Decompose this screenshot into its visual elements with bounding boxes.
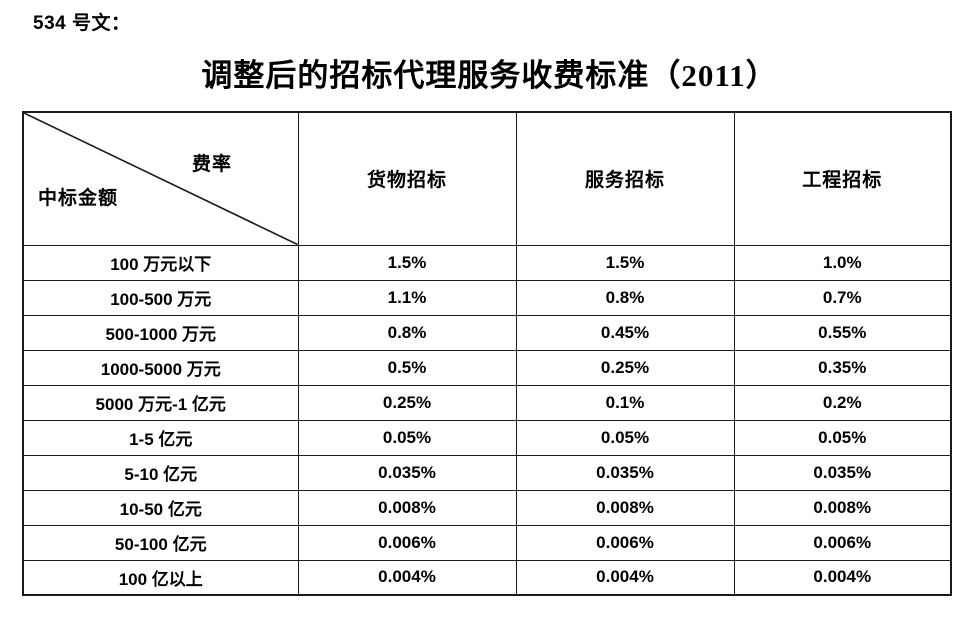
rate-cell: 0.035%	[733, 454, 952, 491]
table-row: 500-1000 万元 0.8% 0.45% 0.55%	[22, 314, 952, 351]
rate-cell: 0.35%	[733, 349, 952, 386]
amount-cell: 500-1000 万元	[22, 314, 299, 351]
rate-cell: 0.05%	[297, 419, 517, 456]
rate-cell: 0.1%	[515, 384, 735, 421]
column-header-goods-bidding: 货物招标	[297, 111, 517, 246]
rate-cell: 1.5%	[515, 244, 735, 281]
corner-label-rate: 费率	[192, 154, 233, 175]
amount-cell: 1000-5000 万元	[22, 349, 299, 386]
rate-cell: 1.1%	[297, 279, 517, 316]
diagonal-divider-line	[24, 113, 298, 245]
table-row: 50-100 亿元 0.006% 0.006% 0.006%	[22, 524, 952, 561]
table-row: 100-500 万元 1.1% 0.8% 0.7%	[22, 279, 952, 316]
rate-cell: 0.006%	[733, 524, 952, 561]
amount-cell: 10-50 亿元	[22, 489, 299, 526]
rate-cell: 0.05%	[733, 419, 952, 456]
rate-cell: 0.035%	[515, 454, 735, 491]
rate-cell: 0.008%	[297, 489, 517, 526]
rate-cell: 0.8%	[515, 279, 735, 316]
rate-cell: 0.035%	[297, 454, 517, 491]
amount-cell: 100 万元以下	[22, 244, 299, 281]
rate-cell: 1.0%	[733, 244, 952, 281]
rate-cell: 0.7%	[733, 279, 952, 316]
rate-cell: 0.25%	[515, 349, 735, 386]
amount-cell: 50-100 亿元	[22, 524, 299, 561]
rate-cell: 0.004%	[733, 559, 952, 596]
table-row: 10-50 亿元 0.008% 0.008% 0.008%	[22, 489, 952, 526]
amount-cell: 100-500 万元	[22, 279, 299, 316]
column-header-engineering-bidding: 工程招标	[733, 111, 952, 246]
amount-cell: 100 亿以上	[22, 559, 299, 596]
rate-cell: 0.45%	[515, 314, 735, 351]
rate-cell: 1.5%	[297, 244, 517, 281]
rate-cell: 0.05%	[515, 419, 735, 456]
table-row: 5000 万元-1 亿元 0.25% 0.1% 0.2%	[22, 384, 952, 421]
amount-cell: 5000 万元-1 亿元	[22, 384, 299, 421]
amount-cell: 5-10 亿元	[22, 454, 299, 491]
table-row: 1-5 亿元 0.05% 0.05% 0.05%	[22, 419, 952, 456]
rate-cell: 0.006%	[515, 524, 735, 561]
rate-cell: 0.008%	[515, 489, 735, 526]
corner-header-cell: 费率 中标金额	[22, 111, 299, 246]
table-row: 5-10 亿元 0.035% 0.035% 0.035%	[22, 454, 952, 491]
column-header-service-bidding: 服务招标	[515, 111, 735, 246]
rate-cell: 0.008%	[733, 489, 952, 526]
rate-cell: 0.25%	[297, 384, 517, 421]
doc-number-label: 534 号文：	[33, 13, 131, 34]
rate-cell: 0.006%	[297, 524, 517, 561]
amount-cell: 1-5 亿元	[22, 419, 299, 456]
rate-cell: 0.8%	[297, 314, 517, 351]
rate-cell: 0.55%	[733, 314, 952, 351]
table-row: 1000-5000 万元 0.5% 0.25% 0.35%	[22, 349, 952, 386]
corner-label-amount: 中标金额	[38, 188, 119, 209]
rate-cell: 0.004%	[515, 559, 735, 596]
table-row: 100 万元以下 1.5% 1.5% 1.0%	[22, 244, 952, 281]
rate-cell: 0.004%	[297, 559, 517, 596]
page-title: 调整后的招标代理服务收费标准（2011）	[201, 58, 778, 93]
table-row: 100 亿以上 0.004% 0.004% 0.004%	[22, 559, 952, 596]
fee-rate-table: 费率 中标金额 货物招标 服务招标 工程招标 100 万元以下 1.5% 1.5…	[22, 111, 952, 596]
table-header-row: 费率 中标金额 货物招标 服务招标 工程招标	[22, 111, 952, 246]
rate-cell: 0.2%	[733, 384, 952, 421]
rate-cell: 0.5%	[297, 349, 517, 386]
